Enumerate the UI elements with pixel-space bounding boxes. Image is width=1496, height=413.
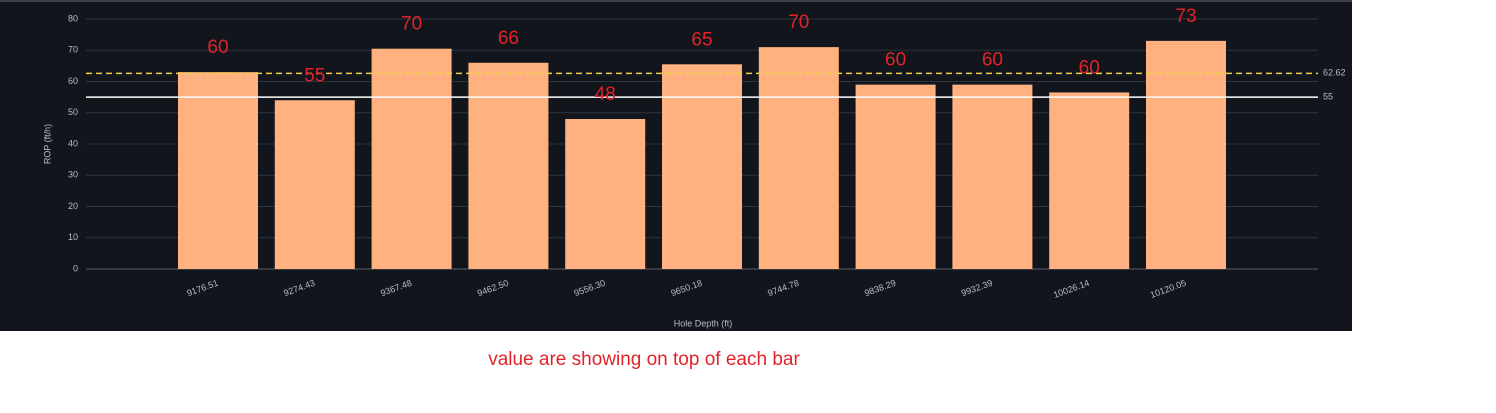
annotation-label: 60 [1079,57,1100,78]
y-tick-label: 30 [68,170,78,180]
annotation-label: 55 [304,65,325,86]
y-tick-label: 50 [68,107,78,117]
y-tick-label: 70 [68,45,78,55]
y-tick-label: 0 [73,263,78,273]
y-axis-label: ROP (ft/h) [42,124,52,164]
y-tick-label: 40 [68,138,78,148]
y-tick-label: 10 [68,232,78,242]
bar [662,64,742,269]
annotation-label: 48 [595,84,616,105]
bar [855,84,936,269]
bar [178,72,258,269]
x-axis-label: Hole Depth (ft) [674,318,733,328]
annotation-label: 70 [401,14,422,35]
annotation-label: 73 [1175,6,1196,27]
annotation-label: 60 [207,37,228,58]
bar [758,47,839,269]
bar [1146,40,1226,269]
annotation-label: 60 [885,50,906,71]
y-tick-label: 80 [68,13,78,23]
bar [274,100,355,269]
reference-label: 62.62 [1323,68,1346,78]
bar [371,48,452,269]
reference-label: 55 [1323,92,1333,102]
bar [565,119,646,269]
annotation-label: 65 [691,29,712,50]
annotation-label: 70 [788,12,809,33]
annotation-label: 60 [982,50,1003,71]
bar [468,62,549,269]
bar [952,84,1033,269]
bar [1049,92,1130,269]
y-tick-label: 60 [68,76,78,86]
panel-border [0,0,1352,2]
annotation-note: value are showing on top of each bar [488,349,800,370]
y-tick-label: 20 [68,201,78,211]
annotation-label: 66 [498,28,519,49]
